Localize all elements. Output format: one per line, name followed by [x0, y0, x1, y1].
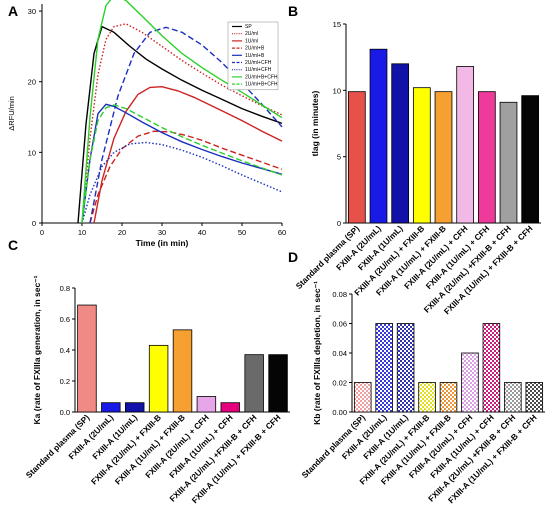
panel-b-bar-2 — [369, 48, 388, 224]
panel-a-series-line-4 — [89, 130, 283, 224]
panel-c-bar-8 — [244, 354, 264, 413]
panel-a-y-tick-label: 10 — [28, 148, 36, 157]
panel-a-legend-label: 2U/ml+B+CFH — [245, 74, 278, 80]
panel-c-bar-1 — [77, 304, 97, 413]
panel-a-legend-label: SP — [245, 24, 252, 30]
panel-d-y-axis-label: Kb (rate of FXIIIa depletion, in sec⁻¹ — [312, 281, 322, 425]
panel-c-y-tick-label: 0.6 — [60, 315, 70, 324]
panel-c-y-tick-label: 0.2 — [60, 377, 70, 386]
panel-label-a: A — [8, 3, 18, 19]
panel-c-bar-2 — [101, 402, 121, 413]
panel-a-y-axis-label: ΔRFU/min — [7, 96, 16, 131]
panel-a-legend-box — [227, 21, 279, 91]
panel-c-y-tick-label: 0.4 — [60, 346, 70, 355]
panel-a-x-tick-label: 20 — [118, 228, 126, 237]
panel-b-bar-3 — [391, 63, 410, 224]
panel-d-bar-6 — [461, 352, 479, 413]
panel-c-bar-9 — [268, 354, 288, 413]
panel-a-series-line-1 — [77, 25, 283, 224]
panel-b-bar-6 — [456, 66, 475, 224]
panel-d-bar-5 — [439, 382, 458, 413]
panel-d-bar-7 — [482, 323, 501, 413]
panel-c-bar-3 — [125, 402, 145, 413]
panel-d-bar-2 — [375, 323, 393, 413]
panel-b-bar-8 — [499, 101, 518, 224]
panel-d-bar-8 — [504, 382, 522, 413]
panel-a-series-line-7 — [81, 141, 283, 224]
panel-label-d: D — [288, 249, 298, 265]
panel-a-legend-label: 1U/ml+B — [245, 53, 265, 59]
panel-c-bar-6 — [196, 396, 217, 413]
panel-d-y-tick-label: 0.02 — [332, 379, 347, 388]
panel-a-y-tick-label: 30 — [28, 7, 36, 16]
panel-b-y-tick-label: 15 — [333, 20, 341, 29]
panel-d-y-tick-label: 0.00 — [332, 408, 347, 417]
panel-a-x-tick-label: 30 — [158, 228, 166, 237]
panel-c-bar-4 — [148, 344, 169, 413]
panel-a-x-tick-label: 40 — [198, 228, 206, 237]
panel-c-y-tick-label: 0.8 — [60, 284, 70, 293]
panel-b-bar-5 — [434, 91, 453, 224]
panel-a-x-tick-label: 10 — [78, 228, 86, 237]
panel-d-bar-3 — [396, 323, 415, 413]
panel-a-series-line-9 — [81, 104, 283, 224]
panel-a-legend-label: 1U/ml — [245, 38, 258, 44]
panel-b-bar-7 — [477, 91, 496, 224]
panel-a-y-tick-label: 0 — [32, 219, 36, 228]
panel-a-x-axis-label: Time (in min) — [136, 238, 189, 248]
panel-b-bar-9 — [521, 95, 540, 224]
panel-c-y-tick-label: 0.0 — [60, 408, 70, 417]
panel-a-legend-label: 1U/ml+CFH — [245, 67, 272, 73]
panel-b-y-tick-label: 5 — [337, 153, 341, 162]
panel-c-bar-5 — [172, 329, 193, 413]
panel-d-bar-1 — [353, 382, 372, 413]
panel-a-series-line-8 — [81, 0, 283, 224]
panel-a-series-line-2 — [81, 23, 283, 224]
panel-b-y-tick-label: 0 — [337, 219, 341, 228]
panel-a-legend-label: 1U/ml+B+CFH — [245, 82, 278, 88]
panel-a-y-tick-label: 20 — [28, 78, 36, 87]
panel-a-x-tick-label: 0 — [40, 228, 44, 237]
panel-b-bar-4 — [412, 87, 431, 224]
panel-a-legend-label: 2U/ml — [245, 31, 258, 37]
panel-b-bar-1 — [347, 91, 366, 224]
panel-c-y-axis-label: Ka (rate of FXIIIa generation, in sec⁻¹ — [32, 275, 42, 424]
panel-d-bar-9 — [525, 382, 544, 413]
panel-d-bar-4 — [418, 382, 436, 413]
panel-d-y-tick-label: 0.04 — [332, 349, 347, 358]
panel-a-series-line-3 — [93, 85, 283, 224]
panel-c-bar-7 — [220, 402, 240, 413]
panel-label-c: C — [8, 237, 18, 253]
panel-a-x-tick-label: 60 — [278, 228, 286, 237]
panel-b-y-axis-label: tlag (in minutes) — [310, 91, 320, 157]
panel-a-legend-label: 2U/ml+CFH — [245, 60, 272, 66]
panel-label-b: B — [288, 3, 298, 19]
panel-a-legend-label: 2U/ml+B — [245, 46, 265, 52]
panel-d-y-tick-label: 0.06 — [332, 320, 347, 329]
panel-a-series-line-5 — [81, 103, 283, 224]
panel-a-x-tick-label: 50 — [238, 228, 246, 237]
panel-d-y-tick-label: 0.08 — [332, 290, 347, 299]
panel-b-y-tick-label: 10 — [333, 86, 341, 95]
